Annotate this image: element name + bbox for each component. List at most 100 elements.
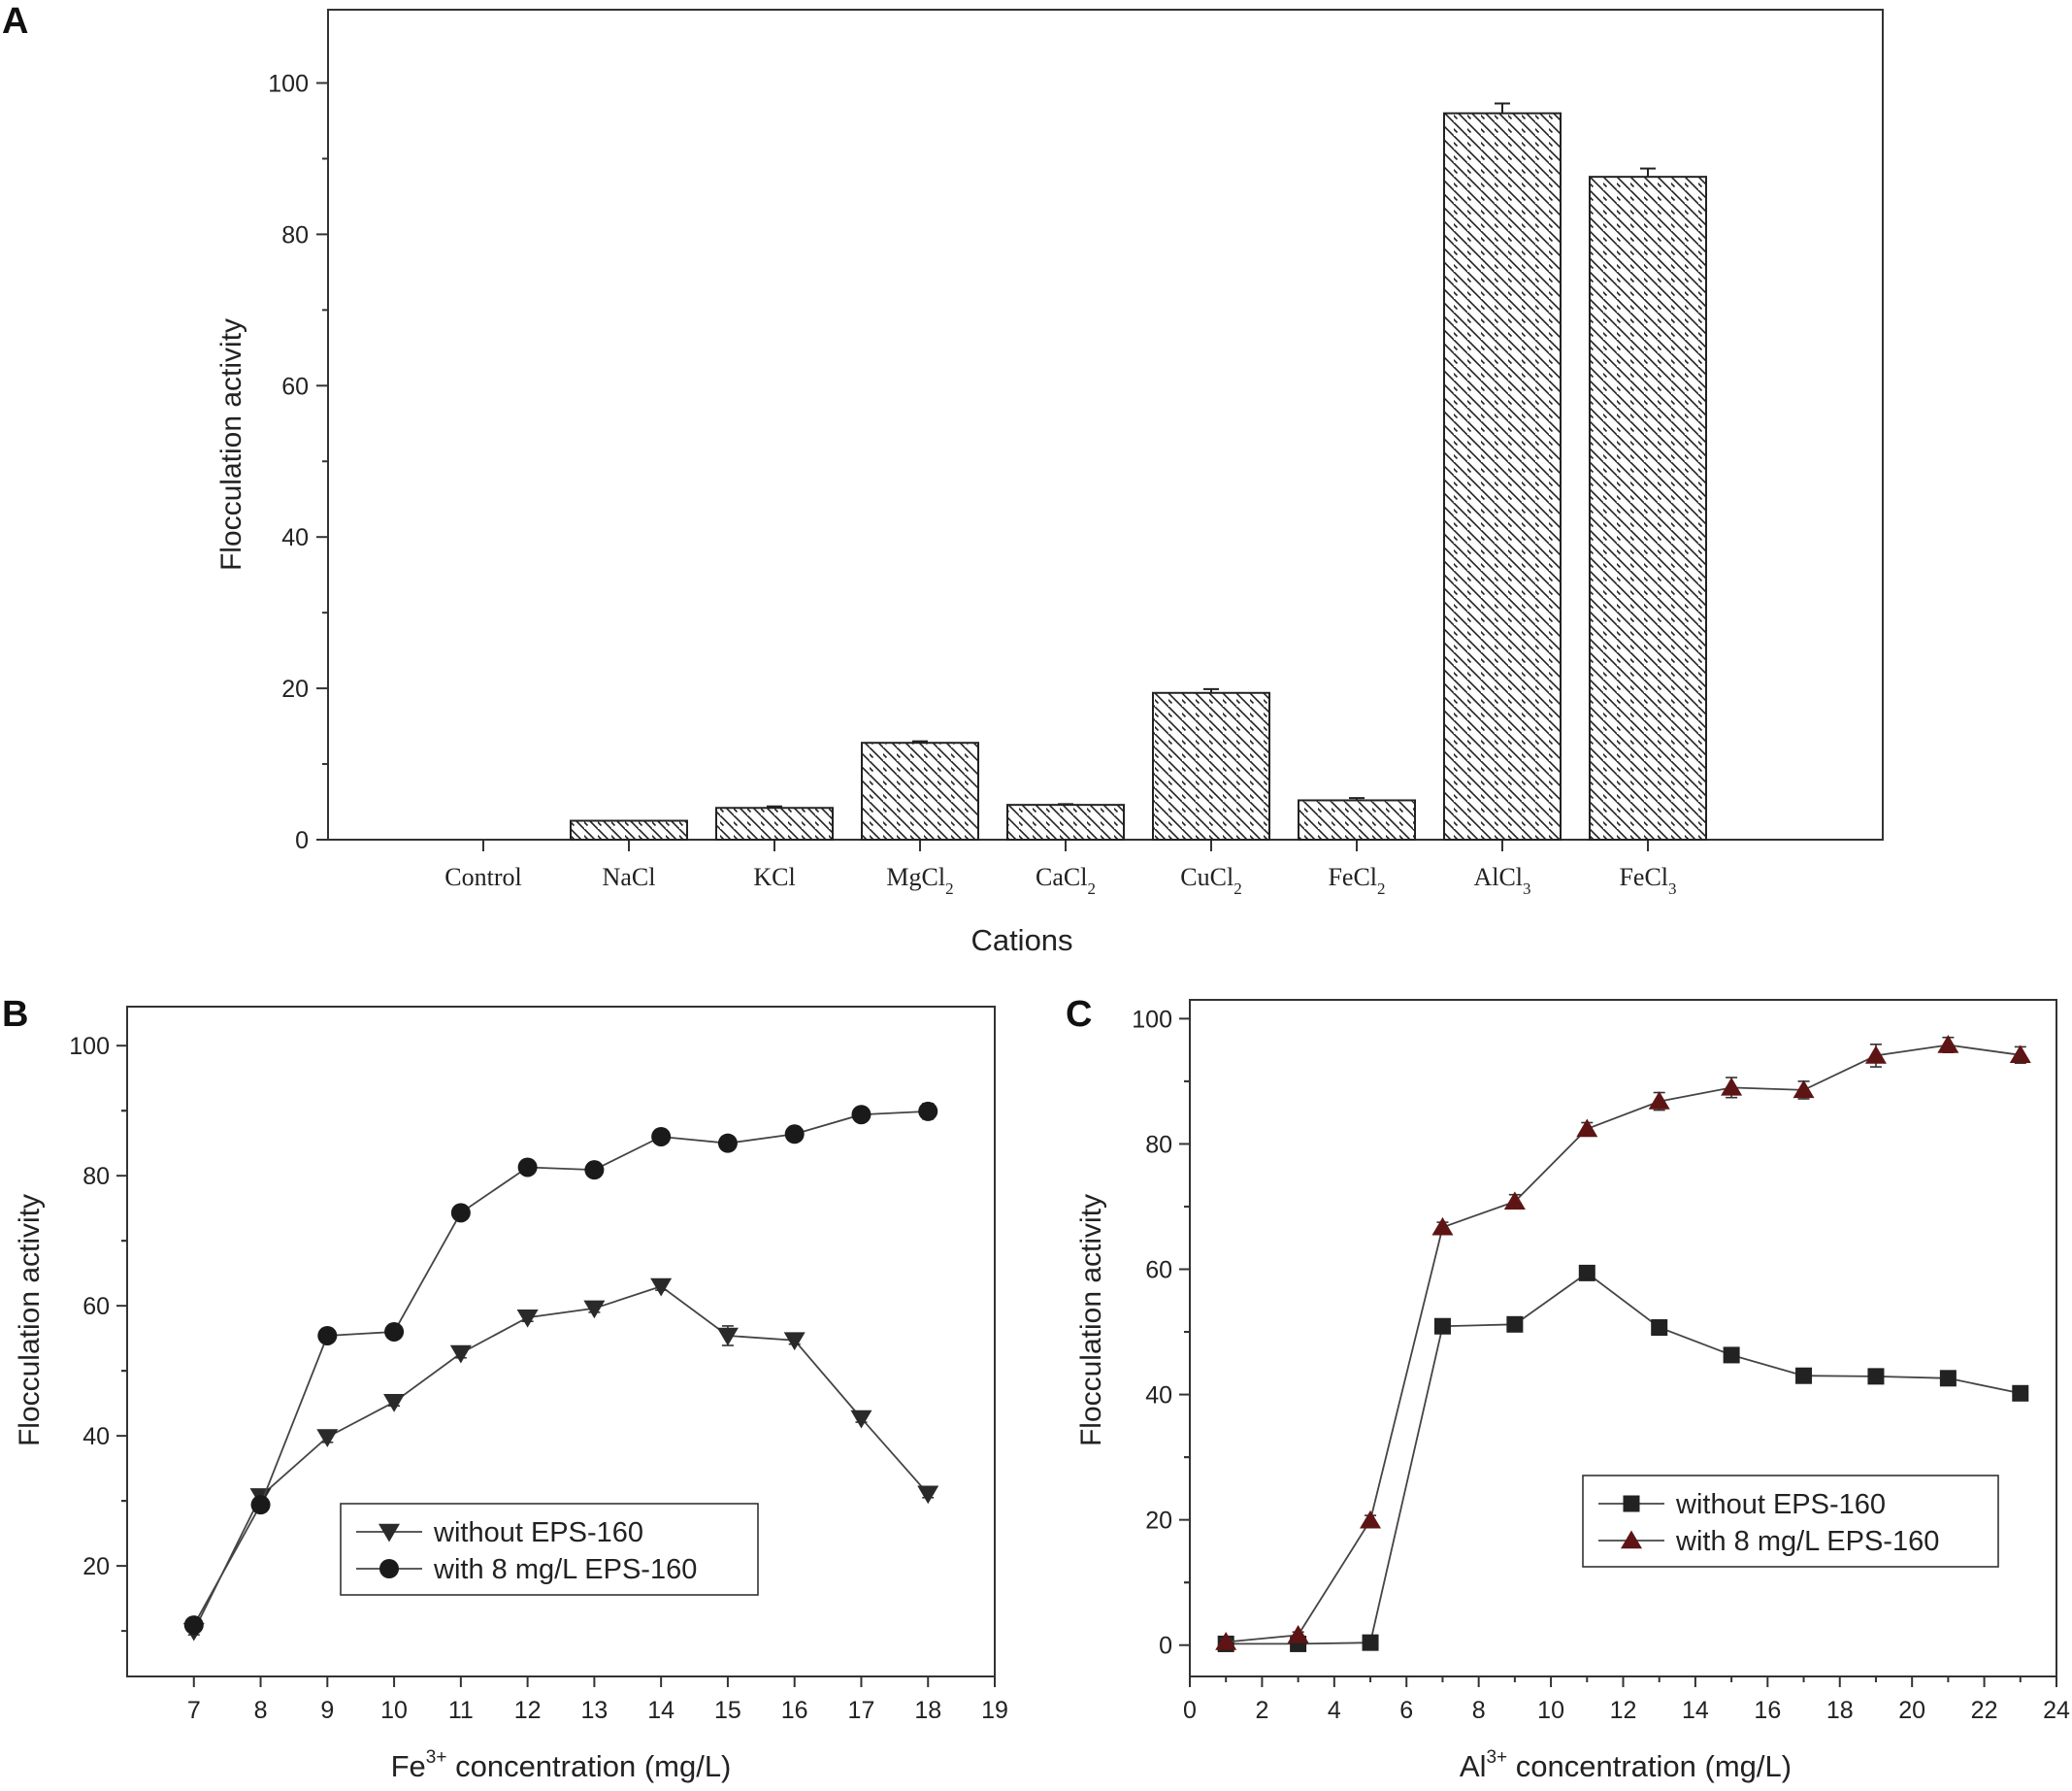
category-name: FeCl bbox=[1619, 863, 1668, 891]
x-tick-label: 22 bbox=[1971, 1697, 1998, 1724]
data-point-series-2 bbox=[1721, 1077, 1743, 1096]
data-point-series-2 bbox=[717, 1133, 738, 1153]
panel-a-y-tick-label: 0 bbox=[295, 827, 309, 854]
panel-a-y-tick-label: 80 bbox=[281, 221, 309, 249]
y-tick-label: 60 bbox=[82, 1293, 110, 1320]
data-point-series-1 bbox=[1939, 1370, 1957, 1387]
panel-b-x-label-rest: concentration (mg/L) bbox=[446, 1749, 731, 1783]
data-point-series-1 bbox=[1578, 1264, 1595, 1281]
category-name: FeCl bbox=[1328, 863, 1377, 891]
y-tick-label: 100 bbox=[1132, 1006, 1172, 1033]
data-point-series-2 bbox=[851, 1105, 872, 1125]
panel-c-x-axis-label: Al3+ concentration (mg/L) bbox=[1460, 1747, 1792, 1783]
x-tick-label: 10 bbox=[1537, 1697, 1564, 1724]
legend-label: with 8 mg/L EPS-160 bbox=[1675, 1526, 1939, 1557]
data-point-series-1 bbox=[583, 1300, 606, 1319]
legend-marker bbox=[1623, 1495, 1640, 1512]
category-name: KCl bbox=[753, 863, 795, 891]
panel-b-legend: without EPS-160 with 8 mg/L EPS-160 bbox=[340, 1503, 759, 1596]
data-point-series-1 bbox=[1362, 1634, 1379, 1651]
data-point-series-2 bbox=[384, 1321, 405, 1342]
legend-label: with 8 mg/L EPS-160 bbox=[433, 1554, 697, 1585]
legend-marker bbox=[379, 1559, 399, 1578]
x-tick-label: 18 bbox=[914, 1697, 941, 1724]
panel-a-y-tick-label: 20 bbox=[281, 676, 309, 703]
x-tick-label: 7 bbox=[187, 1697, 201, 1724]
x-tick-label: 12 bbox=[1610, 1697, 1637, 1724]
data-point-series-1 bbox=[783, 1332, 806, 1351]
data-point-series-2 bbox=[1576, 1118, 1598, 1138]
x-tick-label: 14 bbox=[647, 1697, 674, 1724]
y-tick-label: 100 bbox=[69, 1033, 110, 1060]
data-point-series-1 bbox=[449, 1344, 472, 1364]
panel-a-y-tick-label: 100 bbox=[268, 71, 309, 98]
data-point-series-2 bbox=[651, 1126, 672, 1146]
panel-label-c: C bbox=[1066, 994, 1092, 1035]
panel-a-y-tick-label: 60 bbox=[281, 373, 309, 400]
bar-kcl bbox=[715, 807, 834, 841]
data-point-series-1 bbox=[1651, 1319, 1668, 1337]
data-point-series-2 bbox=[1503, 1191, 1526, 1211]
legend-marker bbox=[1621, 1530, 1642, 1549]
data-point-series-1 bbox=[1867, 1368, 1885, 1385]
data-point-series-2 bbox=[784, 1124, 805, 1144]
panel-label-b: B bbox=[2, 994, 28, 1035]
bar-cucl2 bbox=[1152, 691, 1270, 841]
legend-box bbox=[1582, 1475, 1999, 1568]
x-tick-label: 16 bbox=[781, 1697, 808, 1724]
data-point-series-1 bbox=[2012, 1384, 2029, 1402]
data-point-series-1 bbox=[1795, 1367, 1813, 1384]
panel-a-category-label: KCl bbox=[753, 863, 795, 891]
legend-box bbox=[340, 1503, 759, 1596]
panel-a-category-label: AlCl3 bbox=[1473, 863, 1530, 898]
x-tick-label: 12 bbox=[514, 1697, 542, 1724]
x-tick-label: 16 bbox=[1754, 1697, 1781, 1724]
x-tick-label: 10 bbox=[380, 1697, 408, 1724]
data-point-series-1 bbox=[316, 1429, 339, 1447]
panel-b-plot-area bbox=[182, 1101, 939, 1642]
data-point-series-2 bbox=[584, 1160, 605, 1180]
x-tick-label: 9 bbox=[320, 1697, 334, 1724]
panel-a-y-ticks: 0 20 40 60 80 100 bbox=[268, 71, 328, 854]
series-line-1 bbox=[1226, 1272, 2021, 1645]
x-tick-label: 18 bbox=[1826, 1697, 1854, 1724]
data-point-series-1 bbox=[716, 1327, 739, 1346]
y-tick-label: 20 bbox=[82, 1553, 110, 1580]
x-tick-label: 0 bbox=[1183, 1697, 1197, 1724]
x-tick-label: 6 bbox=[1399, 1697, 1413, 1724]
data-point-series-2 bbox=[317, 1325, 338, 1345]
panel-b-line-chart: 20 40 60 80 100 7 8 9 10 11 12 13 14 15 16 17 18 19 Flocc… bbox=[14, 1006, 1008, 1783]
data-point-series-1 bbox=[917, 1485, 939, 1505]
data-point-series-2 bbox=[1360, 1509, 1382, 1529]
panel-a-category-label: FeCl3 bbox=[1619, 863, 1676, 898]
bar-alcl3 bbox=[1443, 112, 1562, 842]
category-name: CaCl bbox=[1036, 863, 1087, 891]
panel-a-category-labels: Control NaCl KCl MgCl2 CaCl2 CuCl2 FeCl2 AlCl3 F… bbox=[444, 863, 1676, 898]
data-point-series-2 bbox=[1287, 1624, 1309, 1643]
x-tick-label: 11 bbox=[448, 1697, 474, 1724]
panel-b-axes: 20 40 60 80 100 7 8 9 10 11 12 13 14 15 16 17 18 19 bbox=[69, 1033, 1008, 1724]
data-point-series-1 bbox=[1723, 1346, 1740, 1364]
category-subscript: 2 bbox=[1087, 879, 1096, 898]
data-point-series-1 bbox=[383, 1394, 406, 1412]
panel-a-category-label: CuCl2 bbox=[1180, 863, 1241, 898]
data-point-series-1 bbox=[650, 1277, 673, 1297]
x-tick-label: 19 bbox=[981, 1697, 1008, 1724]
panel-b-x-label-charge: 3+ bbox=[426, 1747, 447, 1768]
data-point-series-1 bbox=[850, 1410, 872, 1429]
panel-b-x-label-ion: Fe bbox=[391, 1749, 426, 1783]
category-subscript: 2 bbox=[1377, 879, 1386, 898]
x-tick-label: 14 bbox=[1682, 1697, 1709, 1724]
panel-a-y-axis-label: Flocculation activity bbox=[215, 318, 247, 571]
panel-b-x-axis-label: Fe3+ concentration (mg/L) bbox=[391, 1747, 732, 1783]
legend-label: without EPS-160 bbox=[1675, 1489, 1886, 1520]
data-point-series-2 bbox=[2009, 1045, 2031, 1064]
panel-a-bars bbox=[482, 102, 1707, 851]
data-point-series-2 bbox=[250, 1495, 271, 1515]
panel-c-frame bbox=[1189, 999, 2057, 1677]
panel-c-y-axis-label: Flocculation activity bbox=[1075, 1194, 1107, 1446]
data-point-series-2 bbox=[1431, 1216, 1454, 1236]
category-name: Control bbox=[444, 863, 521, 891]
